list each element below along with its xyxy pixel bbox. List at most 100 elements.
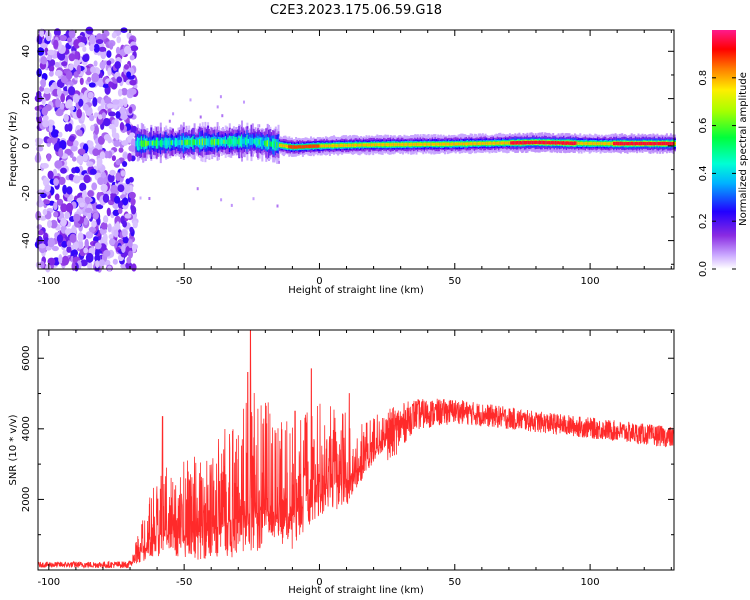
heatmap-cell [40, 78, 46, 88]
heatmap-cell [406, 143, 409, 146]
heatmap-cell [218, 139, 220, 146]
heatmap-cell [431, 143, 434, 146]
heatmap-cell [79, 182, 87, 192]
heatmap-cell [640, 142, 643, 145]
heatmap-cell [86, 76, 92, 83]
heatmap-cell [150, 140, 153, 147]
heatmap-cell [88, 226, 96, 233]
spectrogram-xtick-label: -50 [176, 276, 192, 287]
heatmap-cell [235, 139, 238, 144]
heatmap-cell [224, 139, 227, 145]
heatmap-cell [272, 141, 275, 148]
heatmap-cell [337, 144, 340, 147]
heatmap-cell [634, 142, 637, 145]
heatmap-cell [441, 143, 444, 146]
heatmap-cell [249, 138, 252, 144]
heatmap-cell [537, 141, 540, 144]
heatmap-cell [333, 144, 335, 147]
heatmap-cell [664, 142, 667, 145]
heatmap-cell [66, 240, 72, 248]
heatmap-cell [110, 184, 118, 194]
heatmap-cell [65, 202, 74, 213]
heatmap-cell [80, 36, 87, 43]
heatmap-cell [422, 143, 425, 146]
heatmap-cell [521, 141, 524, 144]
heatmap-cell [403, 143, 406, 146]
heatmap-cell [485, 142, 488, 145]
heatmap-cell [573, 142, 576, 145]
heatmap-cell [177, 140, 180, 146]
heatmap-cell [268, 140, 270, 147]
heatmap-cell [203, 139, 206, 145]
heatmap-cell [51, 245, 59, 252]
heatmap-cell [87, 140, 94, 148]
heatmap-cell [475, 142, 478, 145]
heatmap-cell [241, 138, 243, 145]
heatmap-cell [556, 141, 559, 144]
heatmap-cell [222, 139, 224, 144]
heatmap-cell [671, 142, 674, 145]
heatmap-cell [154, 140, 157, 146]
heatmap-cell [385, 143, 388, 146]
heatmap-cell [76, 129, 83, 136]
heatmap-cell [73, 140, 79, 147]
heatmap-cell [122, 203, 129, 210]
heatmap-cell [128, 88, 137, 95]
heatmap-cell [119, 106, 126, 115]
heatmap-cell [625, 142, 628, 145]
heatmap-cell [39, 215, 47, 221]
heatmap-cell [91, 220, 97, 228]
heatmap-cell [48, 71, 54, 77]
heatmap-cell [299, 145, 302, 148]
heatmap-cell [88, 114, 95, 122]
heatmap-cell [350, 144, 353, 147]
heatmap-cell [230, 139, 233, 144]
heatmap-cell [243, 138, 246, 144]
heatmap-cell [252, 197, 255, 201]
heatmap-cell [119, 122, 125, 131]
heatmap-cell [247, 138, 250, 144]
heatmap-cell [316, 144, 319, 148]
heatmap-cell [103, 249, 111, 257]
heatmap-cell [429, 143, 432, 146]
heatmap-cell [549, 141, 552, 144]
heatmap-cell [189, 98, 192, 102]
snr-ylabel: SNR (10 * v/v) [8, 414, 19, 485]
heatmap-cell [122, 229, 128, 238]
heatmap-cell [318, 144, 321, 148]
heatmap-cell [61, 255, 70, 266]
snr-ytick-label: 6000 [21, 346, 32, 371]
heatmap-cell [572, 142, 575, 145]
heatmap-cell [369, 143, 372, 146]
heatmap-cell [500, 142, 503, 145]
spectrogram-xtick-label: 0 [316, 276, 322, 287]
heatmap-cell [72, 156, 77, 162]
heatmap-cell [108, 234, 114, 240]
heatmap-cell [669, 142, 672, 145]
heatmap-cell [82, 103, 89, 111]
heatmap-cell [322, 144, 325, 147]
heatmap-cell [239, 138, 242, 145]
heatmap-cell [391, 143, 394, 146]
heatmap-cell [165, 139, 168, 146]
heatmap-cell [88, 82, 96, 88]
heatmap-cell [379, 143, 381, 146]
heatmap-cell [660, 142, 663, 145]
heatmap-cell [632, 142, 635, 145]
heatmap-cell [97, 114, 103, 120]
heatmap-cell [103, 118, 111, 127]
heatmap-cell [568, 142, 571, 145]
heatmap-cell [477, 142, 480, 145]
heatmap-cell [120, 87, 128, 96]
heatmap-cell [176, 140, 178, 145]
heatmap-cell [384, 143, 387, 146]
heatmap-cell [540, 141, 542, 144]
heatmap-cell [383, 143, 386, 146]
heatmap-cell [323, 144, 326, 147]
heatmap-cell [280, 144, 283, 147]
heatmap-cell [274, 141, 277, 149]
heatmap-cell [72, 175, 81, 184]
heatmap-cell [483, 142, 486, 145]
heatmap-cell [66, 99, 73, 108]
heatmap-cell [108, 124, 116, 130]
